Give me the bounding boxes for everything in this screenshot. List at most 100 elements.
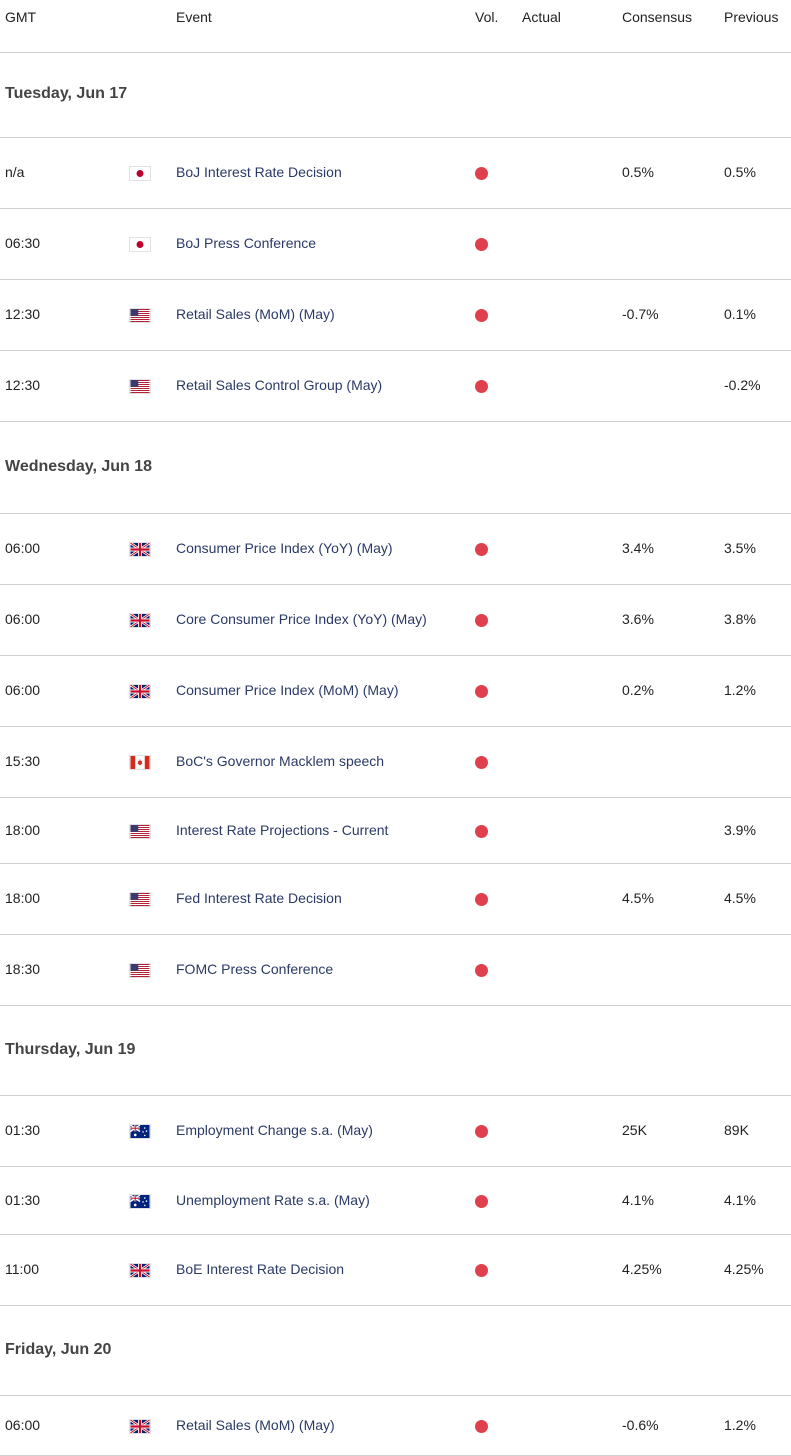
event-row[interactable]: n/a BoJ Interest Rate Decision 0.5% 0.5%	[0, 138, 791, 209]
event-consensus: 4.5%	[622, 890, 654, 906]
event-time: 18:00	[5, 822, 41, 838]
event-time: 06:00	[5, 682, 41, 698]
event-time: 06:30	[5, 235, 41, 251]
event-name: Retail Sales Control Group (May)	[176, 377, 383, 393]
col-header-previous[interactable]: Previous	[724, 9, 779, 25]
volatility-dot-icon	[475, 543, 488, 556]
day-header: Friday, Jun 20	[0, 1306, 791, 1396]
event-previous: 89K	[724, 1122, 749, 1138]
event-row[interactable]: 18:30 FOMC Press Conference	[0, 935, 791, 1006]
volatility-dot-icon	[475, 964, 488, 977]
event-name: Fed Interest Rate Decision	[176, 890, 342, 906]
event-row[interactable]: 18:00 Interest Rate Projections - Current…	[0, 798, 791, 864]
event-time: 11:00	[5, 1261, 39, 1277]
event-name: BoJ Press Conference	[176, 235, 317, 251]
volatility-dot-icon	[475, 1264, 488, 1277]
day-header: Wednesday, Jun 18	[0, 423, 791, 514]
event-name: Unemployment Rate s.a. (May)	[176, 1192, 370, 1208]
event-name: Retail Sales (MoM) (May)	[176, 1417, 335, 1433]
us-flag-icon	[129, 308, 151, 323]
event-row[interactable]: 06:00 Core Consumer Price Index (YoY) (Ma…	[0, 585, 791, 656]
event-time: 18:00	[5, 890, 41, 906]
au-flag-icon	[129, 1194, 151, 1209]
event-name: Interest Rate Projections - Current	[176, 822, 389, 838]
event-previous: 3.8%	[724, 611, 756, 627]
us-flag-icon	[129, 963, 151, 978]
volatility-dot-icon	[475, 756, 488, 769]
event-time: 06:00	[5, 540, 41, 556]
event-name: Core Consumer Price Index (YoY) (May)	[176, 611, 427, 627]
event-name: Retail Sales (MoM) (May)	[176, 306, 335, 322]
col-header-gmt[interactable]: GMT	[5, 9, 37, 25]
event-row[interactable]: 15:30 BoC's Governor Macklem speech	[0, 727, 791, 798]
volatility-dot-icon	[475, 685, 488, 698]
us-flag-icon	[129, 379, 151, 394]
event-row[interactable]: 01:30 Unemployment Rate s.a. (May) 4.1% 4.1…	[0, 1167, 791, 1235]
event-consensus: 3.6%	[622, 611, 654, 627]
event-name: BoC's Governor Macklem speech	[176, 753, 385, 769]
jp-flag-icon	[129, 166, 151, 181]
event-name: Consumer Price Index (YoY) (May)	[176, 540, 393, 556]
event-previous: -0.2%	[724, 377, 761, 393]
day-label: Friday, Jun 20	[5, 1341, 112, 1358]
volatility-dot-icon	[475, 309, 488, 322]
uk-flag-icon	[129, 542, 151, 557]
uk-flag-icon	[129, 684, 151, 699]
event-consensus: 0.2%	[622, 682, 654, 698]
day-header: Thursday, Jun 19	[0, 1006, 791, 1096]
event-time: 06:00	[5, 611, 41, 627]
volatility-dot-icon	[475, 614, 488, 627]
event-row[interactable]: 01:30 Employment Change s.a. (May) 25K 89K	[0, 1096, 791, 1167]
uk-flag-icon	[129, 613, 151, 628]
event-consensus: 4.1%	[622, 1192, 654, 1208]
event-consensus: -0.6%	[622, 1417, 659, 1433]
col-header-event[interactable]: Event	[176, 9, 212, 25]
event-name: Consumer Price Index (MoM) (May)	[176, 682, 399, 698]
event-row[interactable]: 18:00 Fed Interest Rate Decision 4.5% 4.5%	[0, 864, 791, 935]
event-previous: 0.5%	[724, 164, 756, 180]
event-previous: 3.5%	[724, 540, 756, 556]
volatility-dot-icon	[475, 1195, 488, 1208]
volatility-dot-icon	[475, 1125, 488, 1138]
table-header: GMT Event Vol. Actual Consensus Previous	[0, 0, 791, 53]
uk-flag-icon	[129, 1419, 151, 1434]
event-time: n/a	[5, 164, 25, 180]
event-consensus: -0.7%	[622, 306, 659, 322]
event-name: BoE Interest Rate Decision	[176, 1261, 345, 1277]
event-name: FOMC Press Conference	[176, 961, 334, 977]
event-previous: 4.25%	[724, 1261, 764, 1277]
event-row[interactable]: 06:30 BoJ Press Conference	[0, 209, 791, 280]
event-time: 06:00	[5, 1417, 41, 1433]
day-label: Wednesday, Jun 18	[5, 458, 153, 475]
volatility-dot-icon	[475, 1420, 488, 1433]
col-header-actual[interactable]: Actual	[522, 9, 561, 25]
col-header-consensus[interactable]: Consensus	[622, 9, 693, 25]
event-time: 01:30	[5, 1192, 41, 1208]
event-consensus: 3.4%	[622, 540, 654, 556]
event-time: 18:30	[5, 961, 41, 977]
event-previous: 0.1%	[724, 306, 756, 322]
au-flag-icon	[129, 1124, 151, 1139]
volatility-dot-icon	[475, 238, 488, 251]
event-time: 12:30	[5, 377, 41, 393]
event-name: BoJ Interest Rate Decision	[176, 164, 342, 180]
event-row[interactable]: 06:00 Consumer Price Index (YoY) (May) 3.4…	[0, 514, 791, 585]
event-name: Employment Change s.a. (May)	[176, 1122, 373, 1138]
event-previous: 4.5%	[724, 890, 756, 906]
volatility-dot-icon	[475, 167, 488, 180]
event-time: 15:30	[5, 753, 41, 769]
event-time: 01:30	[5, 1122, 41, 1138]
volatility-dot-icon	[475, 825, 488, 838]
event-row[interactable]: 12:30 Retail Sales (MoM) (May) -0.7% 0.1%	[0, 280, 791, 351]
col-header-vol[interactable]: Vol.	[475, 9, 499, 25]
event-row[interactable]: 06:00 Retail Sales (MoM) (May) -0.6% 1.2%	[0, 1396, 791, 1456]
day-label: Thursday, Jun 19	[5, 1041, 136, 1058]
event-row[interactable]: 12:30 Retail Sales Control Group (May) -0.…	[0, 351, 791, 422]
event-row[interactable]: 11:00 BoE Interest Rate Decision 4.25% 4.25…	[0, 1235, 791, 1306]
volatility-dot-icon	[475, 380, 488, 393]
event-previous: 3.9%	[724, 822, 756, 838]
jp-flag-icon	[129, 237, 151, 252]
ca-flag-icon	[129, 755, 151, 770]
uk-flag-icon	[129, 1263, 151, 1278]
event-row[interactable]: 06:00 Consumer Price Index (MoM) (May) 0.2…	[0, 656, 791, 727]
